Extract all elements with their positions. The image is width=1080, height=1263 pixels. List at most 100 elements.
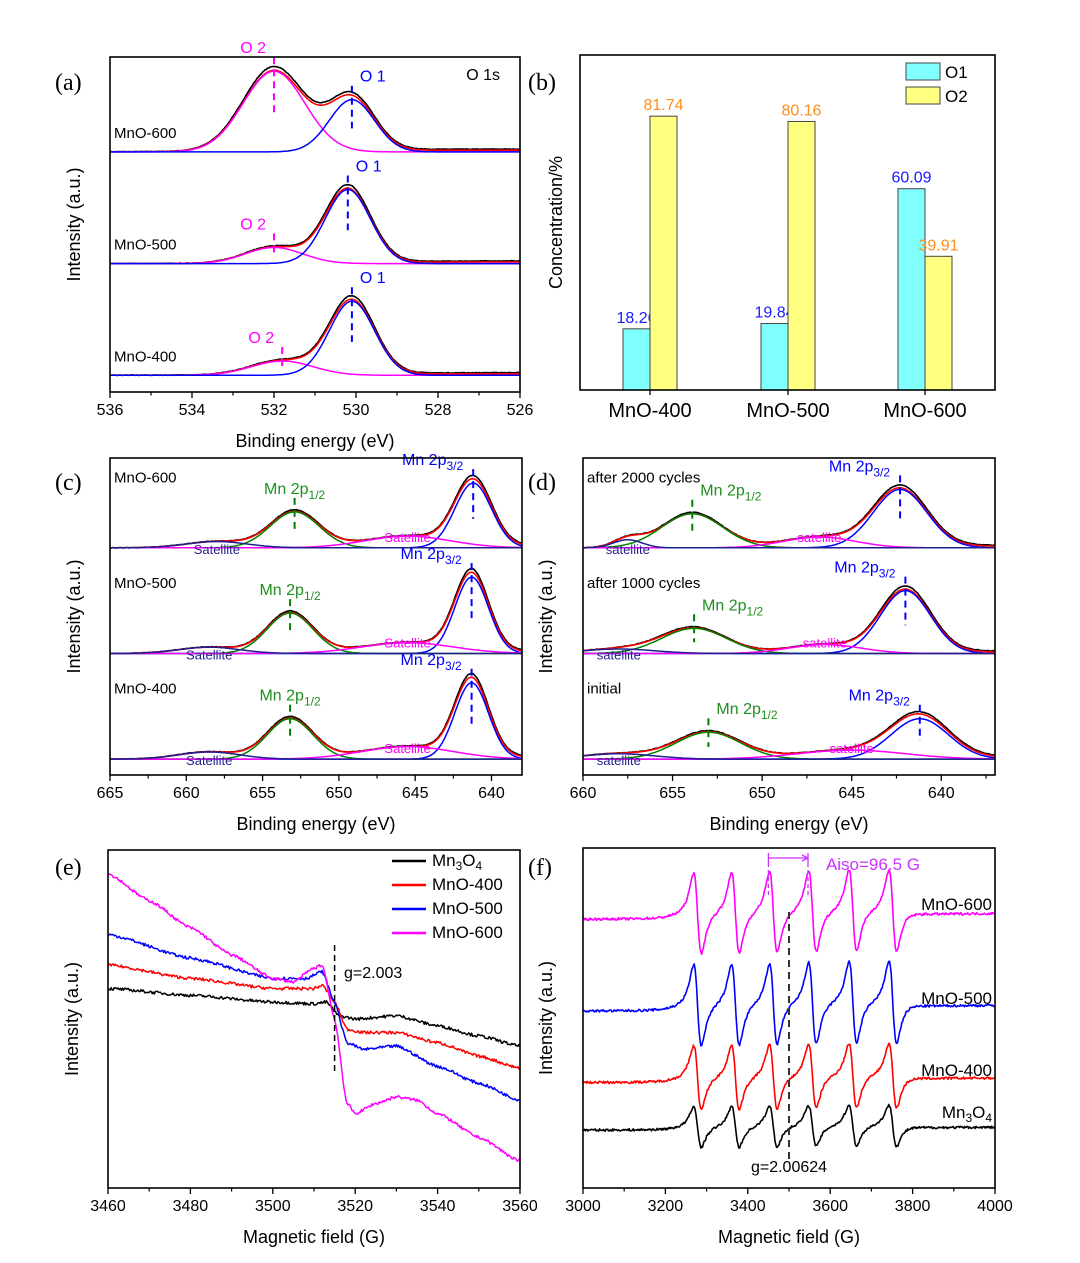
component-curve-satellite [110, 745, 522, 760]
series-label: after 1000 cycles [587, 575, 700, 592]
component-curve-satellite [109, 646, 522, 655]
satellite-label: satellite [797, 530, 841, 545]
satellite-label: Satellite [384, 530, 430, 545]
peak-label: Mn 2p1/2 [264, 481, 325, 502]
panel-d: Mn 2p3/2 Mn 2p1/2 satellite satellite after … [528, 457, 996, 834]
category-label: MnO-400 [608, 400, 691, 422]
series-label: after 2000 cycles [587, 469, 700, 486]
x-tick-label: 534 [179, 402, 206, 419]
x-tick-label: 640 [928, 785, 955, 802]
peak-label: Mn 2p3/2 [834, 560, 895, 581]
y-axis-label: Intensity (a.u.) [536, 559, 556, 673]
x-tick-label: 3480 [173, 1198, 209, 1215]
series-label: MnO-400 [921, 1061, 992, 1080]
panel-label: (d) [528, 470, 556, 496]
component-curve-satellite [583, 749, 995, 760]
x-axis-label: Magnetic field (G) [718, 1227, 860, 1247]
series-label: MnO-500 [114, 237, 177, 254]
epr-curve-mno-500 [107, 933, 520, 1102]
x-tick-label: 3400 [730, 1198, 766, 1215]
y-axis-label: Intensity (a.u.) [62, 962, 82, 1076]
x-tick-label: 3460 [90, 1198, 126, 1215]
panel-f: MnO-600 MnO-500 MnO-400 Mn3O4 g=2.00624 Aiso=… [528, 847, 1013, 1247]
series-mno-500: O 2 O 1 MnO-500 [109, 159, 521, 265]
series-label: MnO-600 [921, 895, 992, 914]
series-label: MnO-500 [921, 989, 992, 1008]
series-label: MnO-600 [114, 125, 177, 142]
peak-label: O 2 [248, 330, 274, 347]
bar-value-label: 19.84 [754, 305, 794, 322]
bar-o1-mno-400 [622, 328, 651, 391]
x-tick-label: 3000 [565, 1198, 601, 1215]
x-tick-label: 532 [261, 402, 288, 419]
bar-o2-mno-500 [787, 120, 816, 391]
series-label: Mn3O4 [942, 1103, 992, 1125]
legend-swatch-o1 [905, 62, 941, 81]
panel-label: (e) [55, 855, 82, 881]
peak-label: Mn 2p3/2 [829, 458, 890, 479]
component-curve-o-1 [110, 98, 520, 153]
bar-o1-mno-600 [897, 188, 926, 391]
peak-label: O 1 [360, 270, 386, 287]
bar-o2-mno-400 [649, 115, 678, 391]
peak-label: Mn 2p1/2 [702, 597, 763, 618]
bar-value-label: 39.91 [918, 237, 958, 254]
series-mno-400: O 2 O 1 MnO-400 [109, 270, 521, 377]
panel-e: Mn3O4 MnO-400 MnO-500 MnO-600 g=2.003 3460 348… [55, 849, 538, 1247]
satellite-label: satellite [803, 635, 847, 650]
x-tick-label: 640 [478, 785, 505, 802]
series-label: initial [587, 681, 621, 698]
series-mno-600: O 2 O 1 MnO-600 [109, 40, 521, 153]
satellite-label: satellite [606, 542, 650, 557]
x-tick-label: 660 [570, 785, 597, 802]
series-mno-400: Mn 2p3/2 Mn 2p1/2 Satellite Satellite MnO-40… [109, 652, 523, 768]
peak-label: O 2 [240, 216, 266, 233]
peak-label: Mn 2p1/2 [716, 701, 777, 722]
x-tick-label: 3540 [420, 1198, 456, 1215]
peak-label: Mn 2p3/2 [849, 688, 910, 709]
component-curve-satellite [110, 641, 522, 655]
y-axis-label: Concentration/% [546, 156, 566, 289]
x-tick-label: 4000 [977, 1198, 1013, 1215]
x-tick-label: 3200 [648, 1198, 684, 1215]
panel-b: 18.26 19.84 60.09 O1 81.74 80.16 39.91 O2 MnO-40… [528, 54, 996, 422]
component-curve-o-1 [110, 300, 520, 377]
peak-label: Mn 2p1/2 [259, 688, 320, 709]
legend-label: O2 [945, 87, 968, 106]
series-mno-500: Mn 2p3/2 Mn 2p1/2 Satellite Satellite MnO-50… [109, 546, 523, 662]
x-axis-label: Binding energy (eV) [235, 431, 394, 451]
series-initial: Mn 2p3/2 Mn 2p1/2 satellite satellite initia… [582, 681, 996, 768]
x-tick-label: 530 [343, 402, 370, 419]
series-mno-600: Mn 2p3/2 Mn 2p1/2 Satellite Satellite MnO-60… [109, 452, 523, 557]
panel-label: (f) [528, 855, 552, 881]
plot-frame [582, 457, 996, 776]
component-curve-mn-2p [583, 589, 995, 655]
legend-label: O1 [945, 63, 968, 82]
fitted-envelope-curve [582, 713, 996, 757]
x-axis-label: Binding energy (eV) [709, 814, 868, 834]
satellite-label: Satellite [384, 741, 430, 756]
epr-curve-mno-400 [107, 963, 521, 1070]
x-tick-label: 665 [97, 785, 124, 802]
series-label: MnO-400 [114, 348, 177, 365]
series-after-2000-cycles: Mn 2p3/2 Mn 2p1/2 satellite satellite after … [582, 458, 996, 557]
peak-label: Mn 2p3/2 [400, 652, 461, 673]
component-curve-satellite [110, 535, 522, 549]
series-label: MnO-600 [114, 469, 177, 486]
peak-label: O 1 [356, 159, 382, 176]
series-label: MnO-500 [114, 575, 177, 592]
peak-label: Mn 2p1/2 [700, 483, 761, 504]
component-curve-o-1 [110, 188, 520, 265]
x-tick-label: 3600 [812, 1198, 848, 1215]
plot-frame [109, 457, 523, 776]
legend-label: MnO-400 [432, 875, 503, 894]
bar-value-label: 60.09 [891, 170, 931, 187]
x-tick-label: 536 [97, 402, 124, 419]
component-curve-satellite [582, 538, 995, 549]
panel-c: Mn 2p3/2 Mn 2p1/2 Satellite Satellite MnO-60… [55, 452, 523, 834]
bar-o2-mno-600 [924, 255, 953, 391]
satellite-label: satellite [597, 647, 641, 662]
panel-label: (c) [55, 470, 82, 496]
legend-swatch-o2 [905, 86, 941, 105]
